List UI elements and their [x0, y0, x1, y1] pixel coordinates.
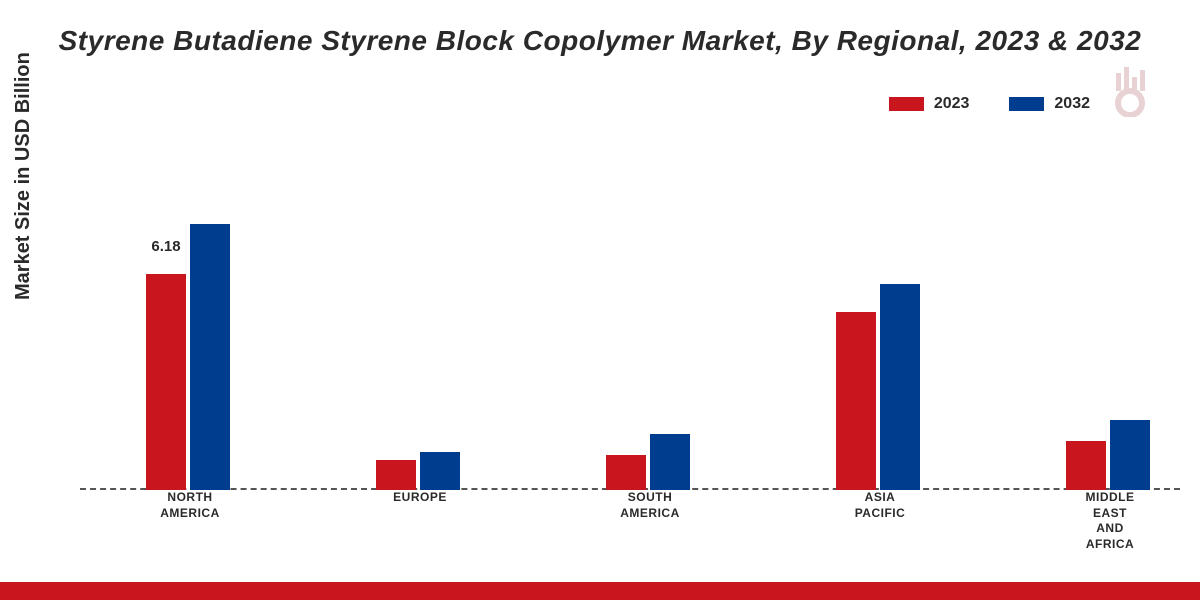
legend-item-2032: 2032 — [1009, 95, 1090, 113]
bar-group — [590, 140, 710, 490]
x-axis-category-label: SOUTHAMERICA — [590, 490, 710, 521]
plot-area: 6.18 — [80, 140, 1180, 490]
bar-series-b — [190, 224, 230, 490]
bar-series-a — [146, 274, 186, 490]
bar-series-a — [376, 460, 416, 490]
x-axis-labels: NORTHAMERICA EUROPE SOUTHAMERICA ASIAPACIFI… — [80, 490, 1180, 560]
y-axis-label: Market Size in USD Billion — [12, 52, 35, 300]
x-axis-category-label: ASIAPACIFIC — [820, 490, 940, 521]
chart-title: Styrene Butadiene Styrene Block Copolyme… — [0, 25, 1200, 57]
bar-group — [360, 140, 480, 490]
watermark-logo — [1100, 65, 1160, 117]
bar-series-a — [606, 455, 646, 490]
x-axis-category-label: MIDDLEEASTANDAFRICA — [1050, 490, 1170, 552]
bar-series-b — [650, 434, 690, 490]
bar-group — [1050, 140, 1170, 490]
legend-swatch-2023 — [889, 97, 924, 111]
bar-series-a — [836, 312, 876, 491]
bar-series-b — [420, 452, 460, 491]
bar-group — [820, 140, 940, 490]
bar-series-a — [1066, 441, 1106, 490]
legend-label-2032: 2032 — [1054, 95, 1090, 113]
footer-accent-bar — [0, 582, 1200, 600]
legend-swatch-2032 — [1009, 97, 1044, 111]
bar-series-b — [880, 284, 920, 491]
x-axis-category-label: EUROPE — [360, 490, 480, 506]
legend-label-2023: 2023 — [934, 95, 970, 113]
bar-group — [130, 140, 250, 490]
legend-item-2023: 2023 — [889, 95, 970, 113]
bar-value-label: 6.18 — [151, 238, 180, 255]
x-axis-category-label: NORTHAMERICA — [130, 490, 250, 521]
bar-series-b — [1110, 420, 1150, 490]
legend: 2023 2032 — [889, 95, 1090, 113]
